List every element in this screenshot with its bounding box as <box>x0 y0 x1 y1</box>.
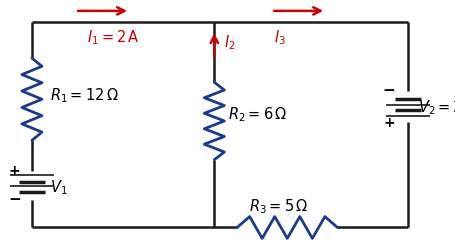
Text: −: − <box>382 83 394 98</box>
Text: +: + <box>382 116 394 130</box>
Text: $\it{R}_2 = 6\,\Omega$: $\it{R}_2 = 6\,\Omega$ <box>228 106 287 124</box>
Text: +: + <box>9 164 20 178</box>
Text: $\it{V}_1$: $\it{V}_1$ <box>50 178 67 197</box>
Text: $\it{I}_3$: $\it{I}_3$ <box>273 28 285 46</box>
Text: $\it{I}_2$: $\it{I}_2$ <box>224 33 236 52</box>
Text: −: − <box>8 192 21 207</box>
Text: $\it{I}_1 = 2\,\mathrm{A}$: $\it{I}_1 = 2\,\mathrm{A}$ <box>86 28 139 46</box>
Text: $\it{V}_2 = 21\,\mathrm{V}$: $\it{V}_2 = 21\,\mathrm{V}$ <box>417 98 455 117</box>
Text: $\it{R}_1 = 12\,\Omega$: $\it{R}_1 = 12\,\Omega$ <box>50 86 118 105</box>
Text: $\it{R}_3 = 5\,\Omega$: $\it{R}_3 = 5\,\Omega$ <box>248 197 307 216</box>
